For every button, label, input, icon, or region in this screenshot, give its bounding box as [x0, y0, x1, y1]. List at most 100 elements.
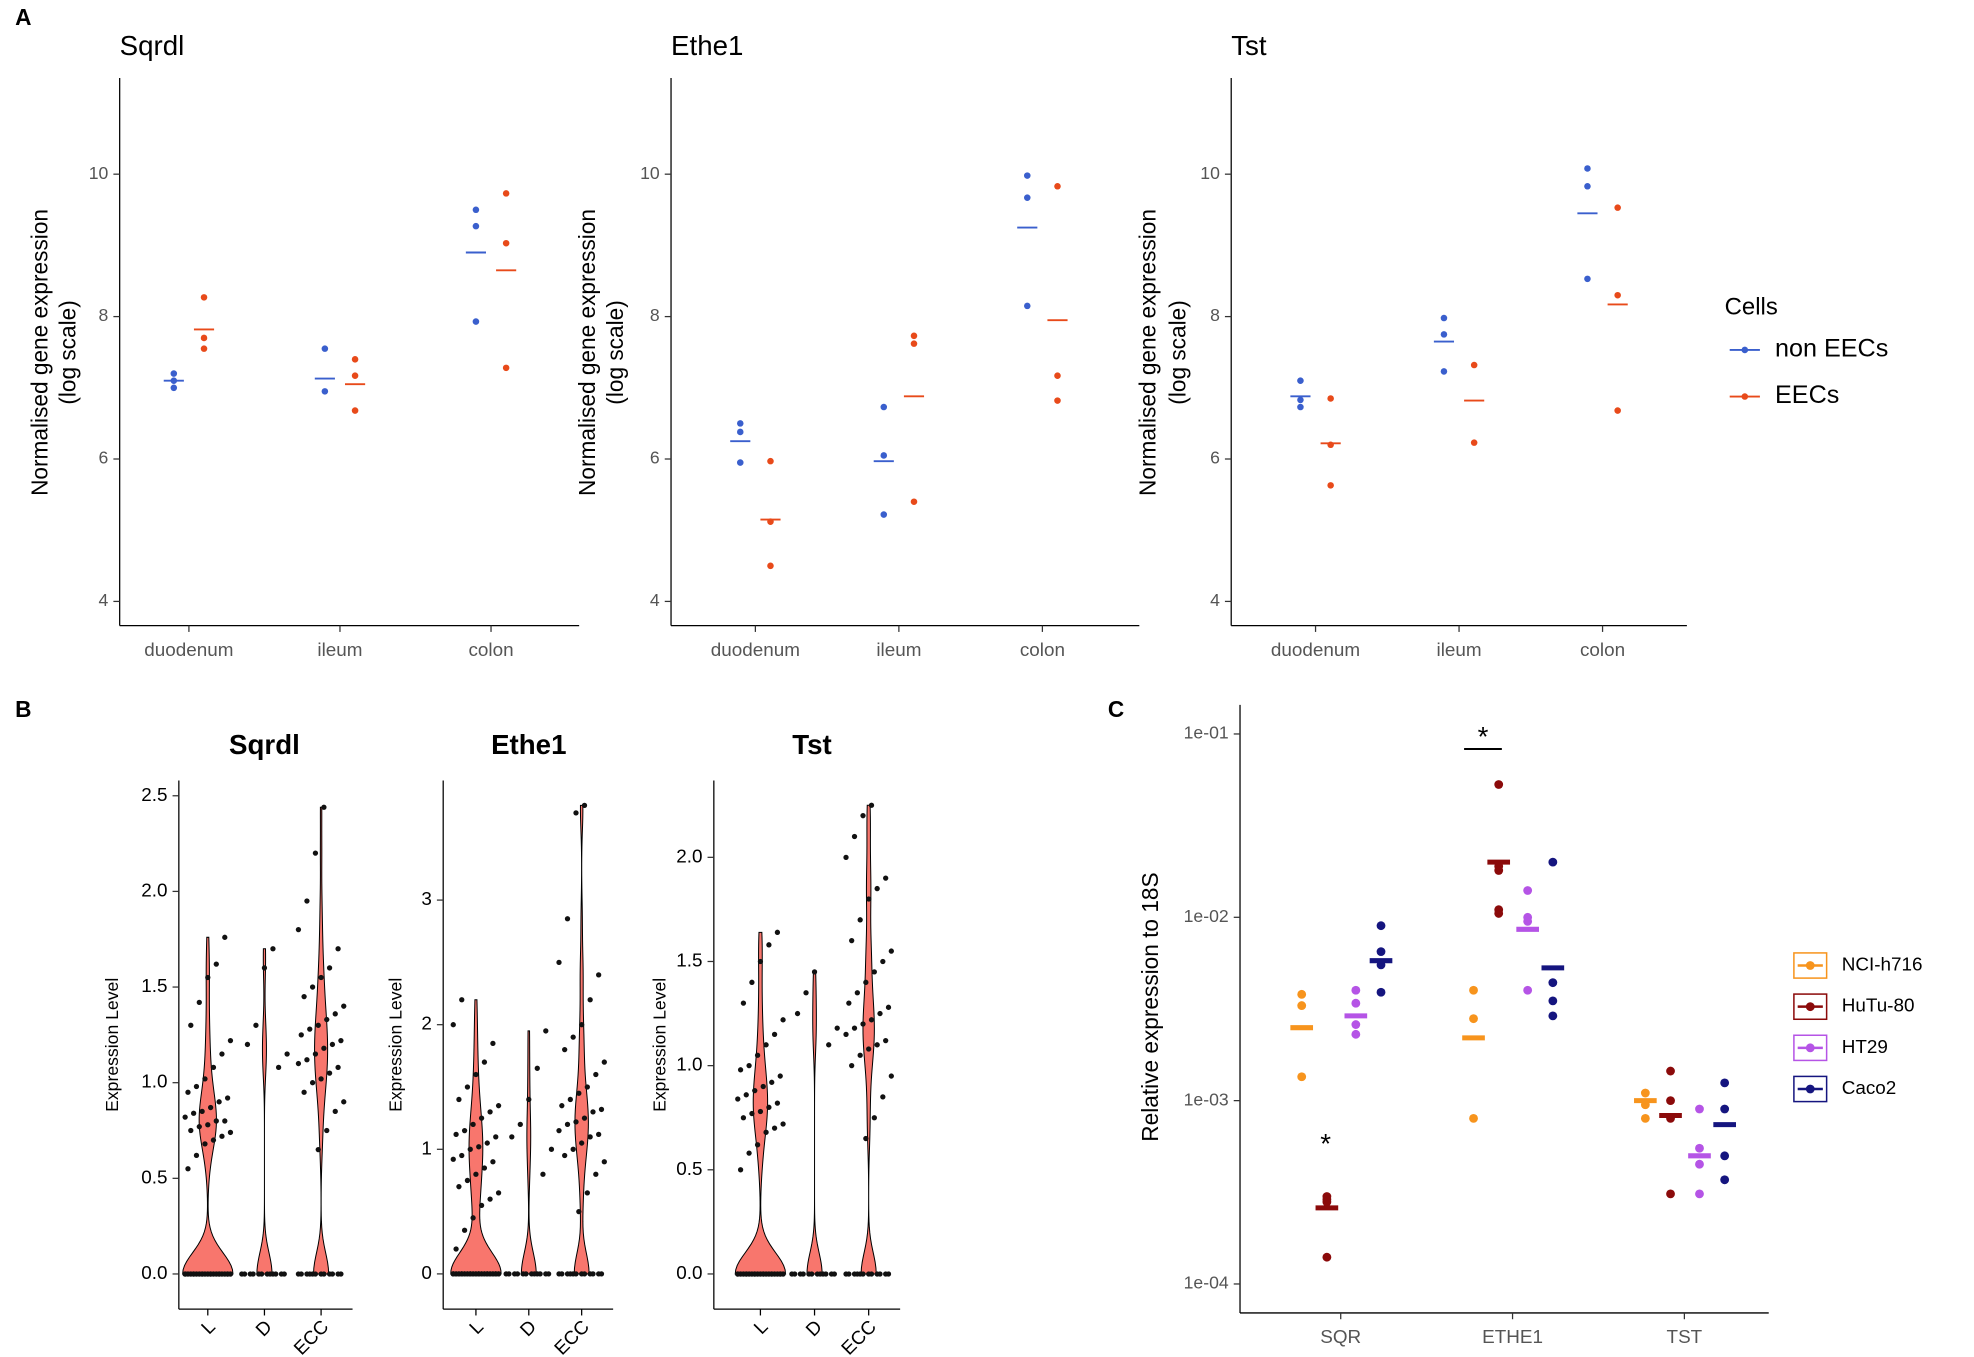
- data-point: [502, 190, 510, 197]
- data-point: [1376, 947, 1386, 957]
- cell-point: [567, 1096, 573, 1103]
- cell-point: [526, 1096, 532, 1103]
- legend-dot: [1805, 1084, 1815, 1094]
- cell-point: [598, 1271, 605, 1277]
- y-axis-label: Expression Level: [102, 978, 122, 1112]
- cell-point: [459, 997, 465, 1003]
- cell-point: [301, 1089, 307, 1095]
- data-point: [1024, 194, 1031, 201]
- y-tick-label: 0.0: [141, 1263, 167, 1284]
- cell-point: [304, 898, 310, 904]
- cell-point: [831, 1271, 838, 1277]
- data-point: [1584, 183, 1591, 190]
- data-point: [1469, 1014, 1478, 1024]
- x-tick-label: L: [750, 1316, 772, 1338]
- y-axis-label: Expression Level: [385, 978, 405, 1112]
- cell-point: [794, 1010, 801, 1017]
- cell-point: [224, 1271, 231, 1277]
- y-tick-label: 0: [421, 1263, 432, 1284]
- data-point: [351, 372, 359, 379]
- data-point: [1297, 989, 1307, 999]
- cell-point: [777, 1271, 783, 1277]
- cell-point: [222, 1118, 228, 1124]
- data-point: [1614, 407, 1621, 414]
- y-tick-label: 6: [99, 448, 109, 468]
- cell-point: [484, 1140, 490, 1146]
- cell-point: [199, 1108, 205, 1115]
- cell-point: [769, 1079, 775, 1085]
- cell-point: [495, 1103, 502, 1109]
- cell-point: [792, 1271, 798, 1277]
- data-point: [1440, 314, 1448, 322]
- cell-point: [182, 1114, 188, 1120]
- cell-point: [207, 1104, 214, 1111]
- chart-title: Sqrdl: [120, 30, 185, 61]
- y-axis-label: Normalised gene expression: [27, 209, 53, 496]
- cell-point: [188, 1127, 194, 1134]
- violin: [573, 804, 590, 1275]
- data-point: [1720, 1175, 1730, 1185]
- cell-point: [540, 1171, 546, 1177]
- y-tick-label: 1e-01: [1184, 723, 1229, 743]
- y-tick-label: 2: [421, 1014, 432, 1035]
- data-point: [321, 388, 329, 395]
- cell-point: [459, 1271, 465, 1277]
- cell-point: [562, 1152, 568, 1159]
- cell-point: [811, 969, 818, 975]
- cell-point: [326, 1070, 333, 1076]
- y-tick-label: 8: [1210, 305, 1220, 325]
- x-tick-label: D: [252, 1316, 276, 1340]
- data-point: [1024, 302, 1031, 310]
- legend-label: HuTu-80: [1842, 996, 1915, 1017]
- cell-point: [473, 1071, 479, 1078]
- y-tick-label: 1e-03: [1184, 1089, 1229, 1109]
- x-tick-label: ileum: [1437, 640, 1482, 661]
- cell-point: [543, 1028, 549, 1034]
- cell-point: [332, 1011, 338, 1017]
- cell-point: [579, 1022, 585, 1028]
- cell-point: [213, 1118, 219, 1124]
- data-point: [1351, 1020, 1361, 1029]
- cell-point: [309, 984, 316, 990]
- x-tick-label: duodenum: [1271, 640, 1360, 661]
- data-point: [1351, 985, 1361, 995]
- data-point: [880, 403, 888, 411]
- data-point: [1548, 857, 1558, 867]
- data-point: [1548, 1011, 1558, 1021]
- cell-point: [464, 1084, 471, 1090]
- data-point: [351, 407, 359, 414]
- x-tick-label: TST: [1667, 1327, 1703, 1348]
- data-point: [1322, 1252, 1332, 1262]
- data-point: [1494, 780, 1504, 789]
- data-point: [1024, 172, 1031, 179]
- y-tick-label: 10: [1200, 163, 1220, 183]
- cell-point: [871, 969, 877, 975]
- cell-point: [601, 1059, 607, 1065]
- cell-point: [312, 1051, 319, 1057]
- x-tick-label: ECC: [551, 1316, 594, 1357]
- data-point: [1494, 866, 1504, 875]
- y-axis-label: Normalised gene expression: [1134, 209, 1160, 496]
- x-tick-label: L: [466, 1316, 488, 1338]
- cell-point: [803, 990, 809, 996]
- cell-point: [250, 1271, 256, 1277]
- cell-point: [851, 1025, 858, 1031]
- cell-point: [743, 1092, 749, 1098]
- cell-point: [749, 979, 755, 985]
- cell-point: [596, 1131, 602, 1137]
- data-point: [472, 318, 480, 325]
- data-point: [1327, 482, 1334, 489]
- cell-point: [763, 1042, 769, 1048]
- cell-point: [193, 1083, 200, 1090]
- cell-point: [874, 885, 880, 892]
- panel-label: C: [1108, 696, 1124, 722]
- cell-point: [461, 1127, 468, 1134]
- cell-point: [866, 896, 872, 902]
- data-point: [200, 345, 208, 352]
- cell-point: [857, 1052, 863, 1058]
- y-tick-label: 0.5: [141, 1167, 167, 1188]
- cell-point: [854, 1271, 860, 1277]
- data-point: [1614, 291, 1621, 299]
- cell-point: [312, 1271, 319, 1277]
- chart-title: Ethe1: [671, 30, 743, 61]
